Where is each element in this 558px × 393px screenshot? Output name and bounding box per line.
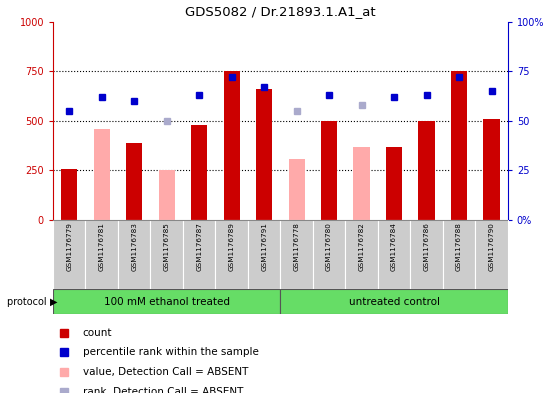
Bar bbox=[215, 220, 248, 289]
Text: ▶: ▶ bbox=[50, 297, 57, 307]
Bar bbox=[280, 220, 313, 289]
Text: percentile rank within the sample: percentile rank within the sample bbox=[83, 347, 258, 357]
Text: rank, Detection Call = ABSENT: rank, Detection Call = ABSENT bbox=[83, 387, 243, 393]
Bar bbox=[151, 220, 183, 289]
Bar bbox=[126, 143, 142, 220]
Bar bbox=[386, 147, 402, 220]
Bar bbox=[378, 220, 410, 289]
Bar bbox=[183, 220, 215, 289]
Text: protocol: protocol bbox=[7, 297, 50, 307]
Text: GSM1176779: GSM1176779 bbox=[66, 222, 72, 271]
Text: 100 mM ethanol treated: 100 mM ethanol treated bbox=[104, 297, 230, 307]
Text: GSM1176785: GSM1176785 bbox=[163, 222, 170, 271]
Bar bbox=[224, 71, 240, 220]
Bar bbox=[158, 171, 175, 220]
Text: GSM1176784: GSM1176784 bbox=[391, 222, 397, 271]
Bar bbox=[345, 220, 378, 289]
Bar bbox=[85, 220, 118, 289]
Bar bbox=[313, 220, 345, 289]
Text: GSM1176782: GSM1176782 bbox=[359, 222, 364, 271]
Text: value, Detection Call = ABSENT: value, Detection Call = ABSENT bbox=[83, 367, 248, 377]
Text: GSM1176783: GSM1176783 bbox=[131, 222, 137, 271]
Title: GDS5082 / Dr.21893.1.A1_at: GDS5082 / Dr.21893.1.A1_at bbox=[185, 5, 376, 18]
Bar bbox=[288, 158, 305, 220]
Text: GSM1176788: GSM1176788 bbox=[456, 222, 462, 271]
Bar bbox=[475, 220, 508, 289]
Text: GSM1176791: GSM1176791 bbox=[261, 222, 267, 271]
Bar bbox=[483, 119, 499, 220]
Text: GSM1176789: GSM1176789 bbox=[229, 222, 235, 271]
Text: GSM1176778: GSM1176778 bbox=[294, 222, 300, 271]
Text: GSM1176780: GSM1176780 bbox=[326, 222, 332, 271]
Bar bbox=[443, 220, 475, 289]
Bar bbox=[353, 147, 370, 220]
Bar bbox=[94, 129, 110, 220]
Bar bbox=[118, 220, 151, 289]
Text: GSM1176787: GSM1176787 bbox=[196, 222, 202, 271]
Bar bbox=[53, 289, 281, 314]
Bar bbox=[256, 89, 272, 220]
Bar bbox=[248, 220, 281, 289]
Bar bbox=[321, 121, 337, 220]
Text: GSM1176786: GSM1176786 bbox=[424, 222, 430, 271]
Bar bbox=[53, 220, 85, 289]
Bar bbox=[451, 71, 467, 220]
Text: GSM1176781: GSM1176781 bbox=[99, 222, 105, 271]
Text: GSM1176790: GSM1176790 bbox=[489, 222, 494, 271]
Bar bbox=[281, 289, 508, 314]
Text: count: count bbox=[83, 327, 112, 338]
Bar bbox=[410, 220, 443, 289]
Text: untreated control: untreated control bbox=[349, 297, 440, 307]
Bar bbox=[418, 121, 435, 220]
Bar bbox=[191, 125, 208, 220]
Bar bbox=[61, 169, 78, 220]
